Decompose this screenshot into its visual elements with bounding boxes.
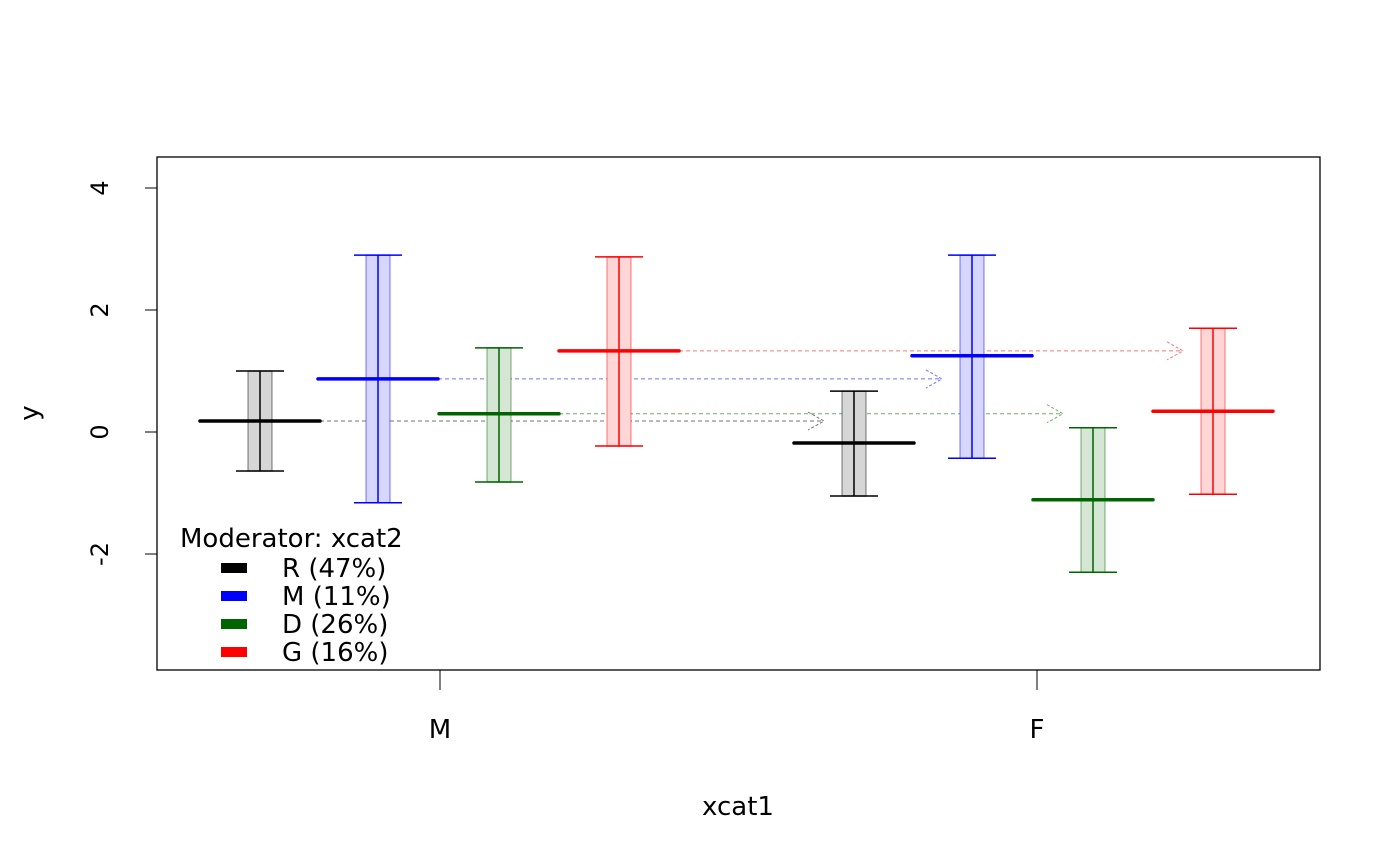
y-tick-label: 4 [86, 180, 114, 195]
arrow-head [925, 369, 944, 389]
arrow-R [320, 411, 826, 431]
x-tick-label: F [1030, 715, 1045, 745]
error-bar-D-F [1031, 426, 1155, 574]
error-bars [198, 254, 1275, 574]
legend-swatch-G [221, 647, 247, 657]
change-arrows [320, 341, 1185, 431]
arrow-G [679, 341, 1185, 361]
arrow-D [559, 404, 1065, 424]
error-bar-M-M [316, 254, 440, 504]
legend-label: G (16%) [282, 638, 389, 668]
error-bar-R-M [198, 370, 322, 472]
y-axis: -2 0 2 4 [86, 180, 158, 566]
y-tick-label: -2 [86, 542, 114, 566]
y-axis-label: y [15, 405, 45, 420]
legend-swatch-M [221, 591, 247, 601]
arrow-head [1166, 341, 1185, 361]
legend: Moderator: xcat2 R (47%)M (11%)D (26%)G … [180, 524, 403, 668]
legend-label: M (11%) [282, 582, 391, 612]
legend-label: R (47%) [282, 554, 386, 584]
error-bar-R-F [792, 390, 916, 497]
x-tick-label: M [429, 715, 451, 745]
error-bar-D-M [437, 347, 561, 483]
arrow-head [807, 411, 826, 431]
y-tick-label: 0 [86, 424, 114, 439]
legend-label: D (26%) [282, 610, 388, 640]
error-bar-M-F [910, 254, 1034, 459]
arrow-head [1046, 404, 1065, 424]
legend-title: Moderator: xcat2 [180, 524, 403, 554]
legend-swatch-R [221, 563, 247, 573]
error-bar-G-M [557, 256, 681, 447]
x-axis-label: xcat1 [702, 792, 774, 822]
arrow-M [438, 369, 944, 389]
error-bar-G-F [1151, 327, 1275, 495]
y-tick-label: 2 [86, 302, 114, 317]
legend-swatch-D [221, 619, 247, 629]
